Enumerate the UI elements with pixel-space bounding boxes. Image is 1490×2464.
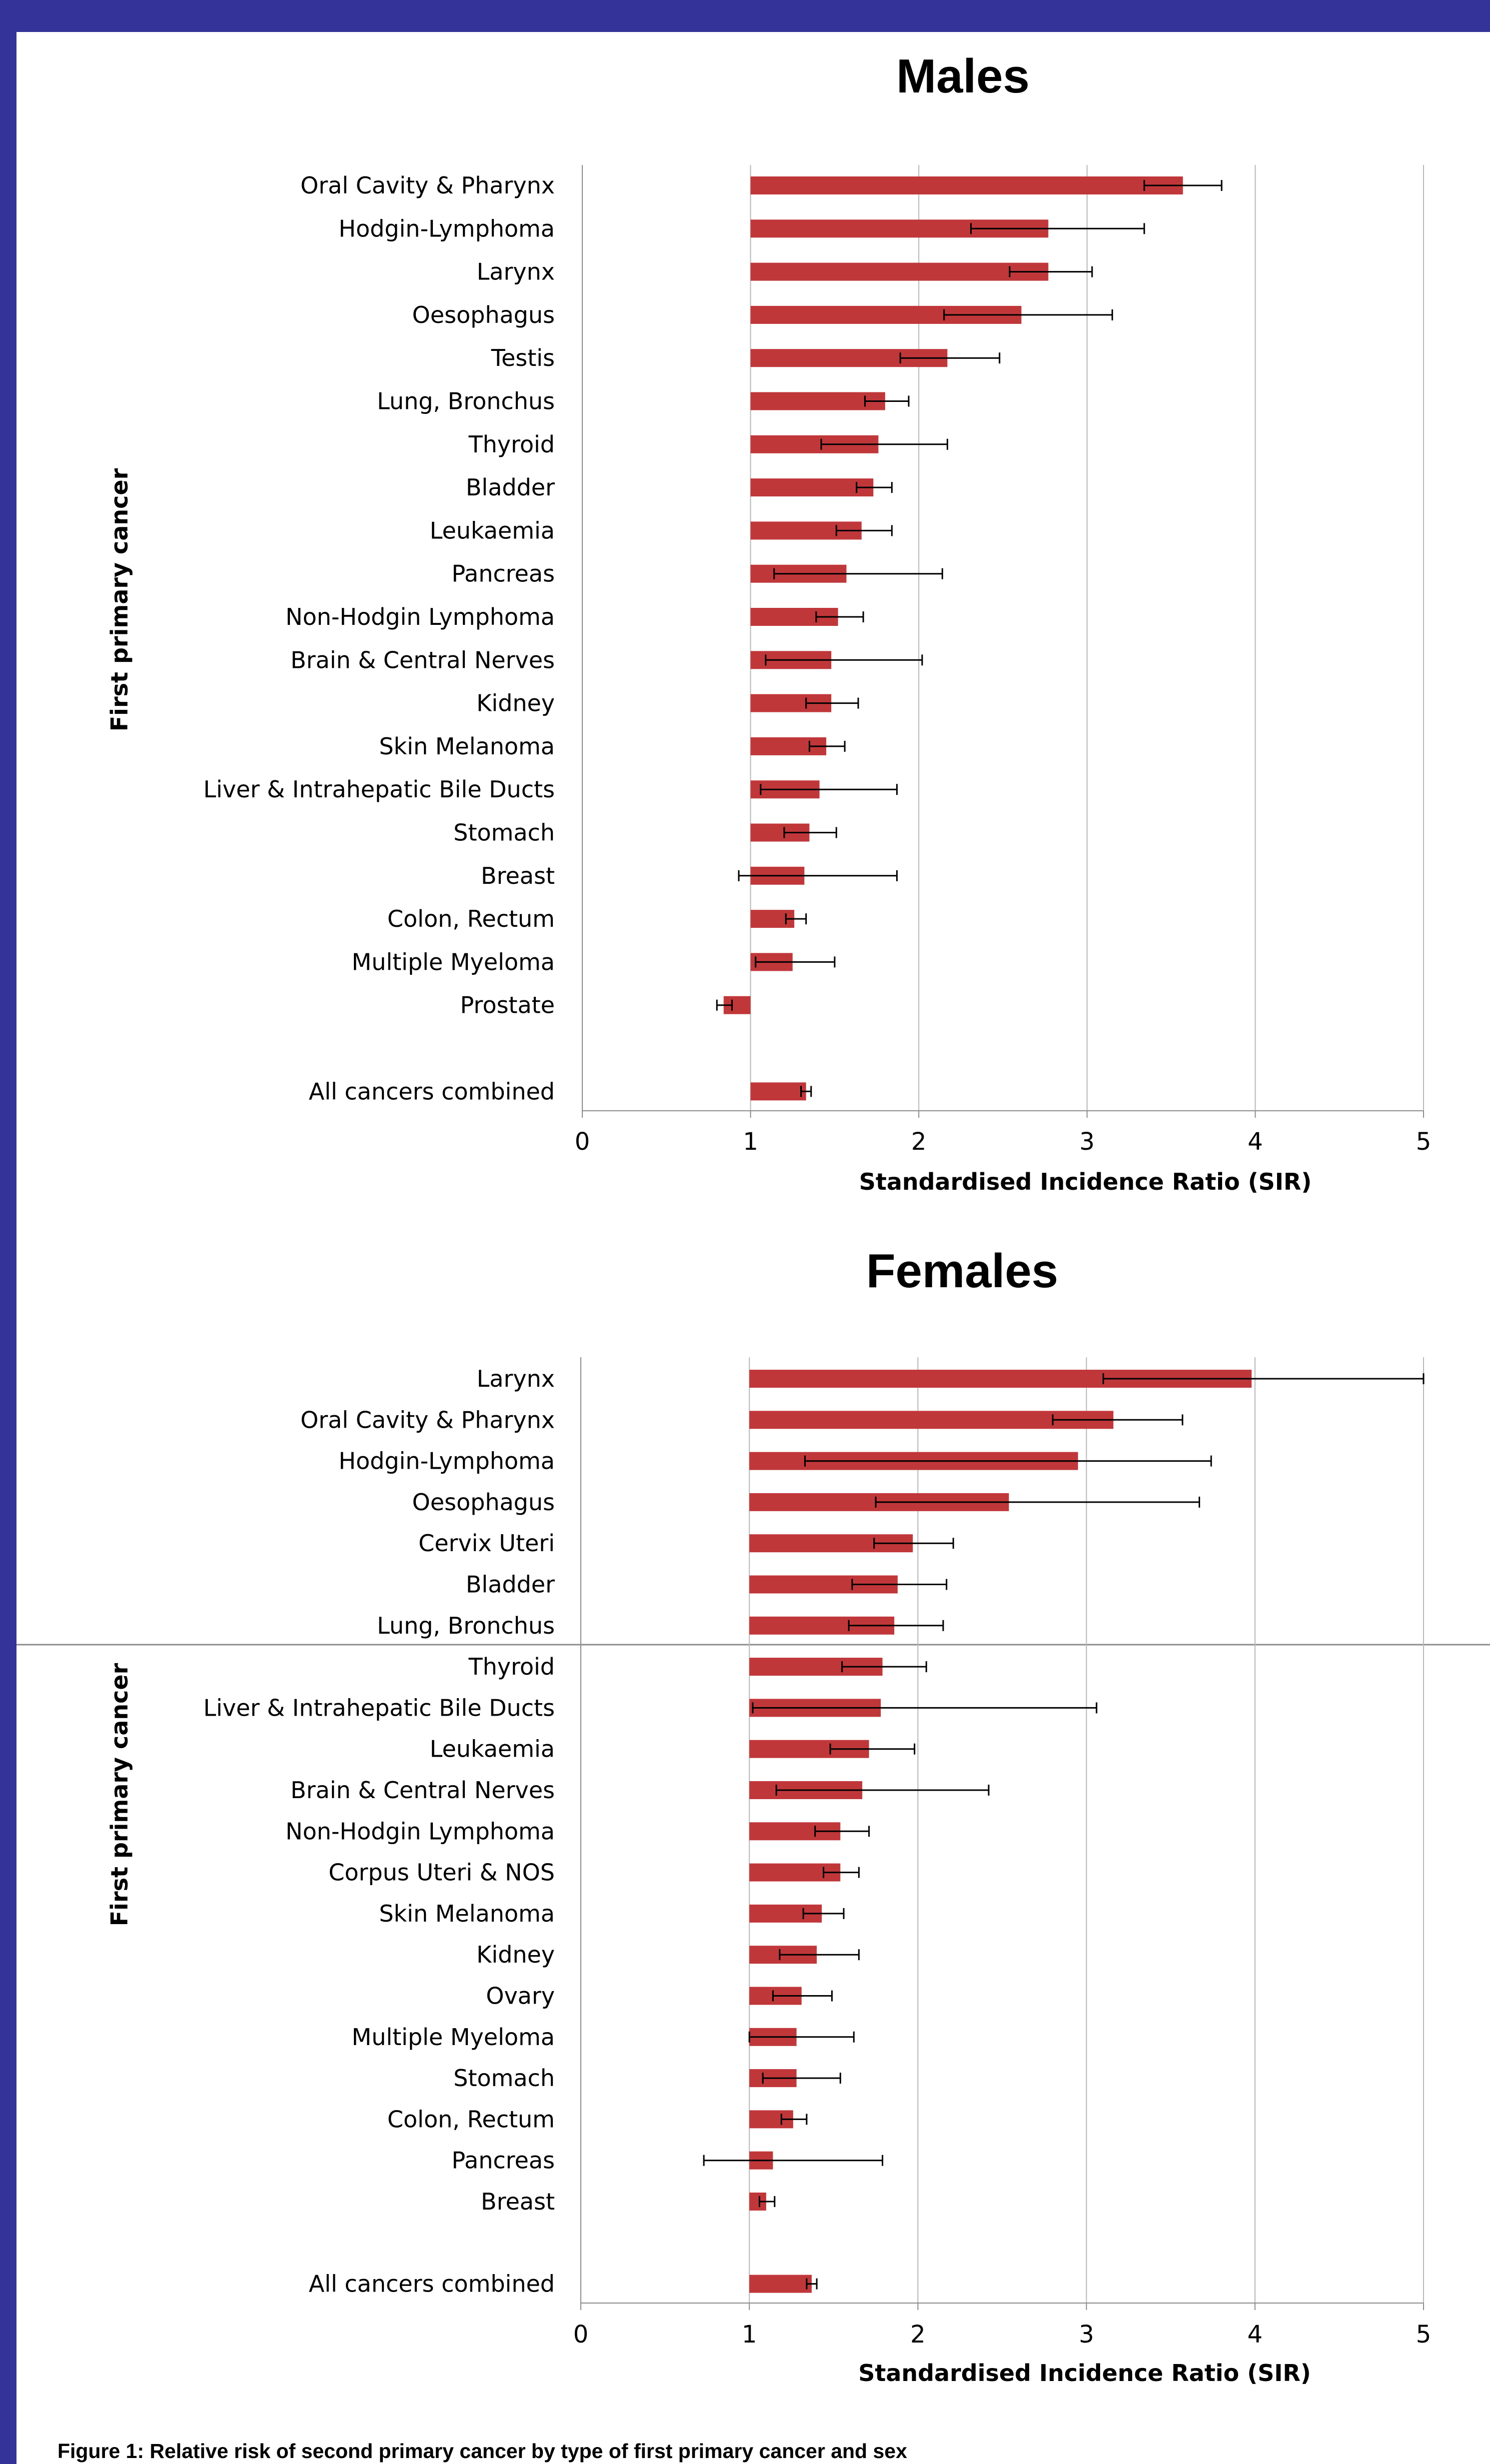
females-category-label: Liver & Intrahepatic Bile Ducts — [203, 1694, 555, 1721]
females-category-label: Larynx — [477, 1365, 555, 1392]
females-bar — [749, 2275, 812, 2293]
females-category-label: Ovary — [486, 1983, 555, 2010]
females-category-label: Lung, Bronchus — [377, 1612, 555, 1639]
females-category-label: Kidney — [476, 1941, 555, 1968]
males-category-label: Brain & Central Nerves — [290, 646, 555, 673]
males-category-label: Larynx — [477, 258, 555, 285]
females-category-label: Colon, Rectum — [387, 2106, 555, 2133]
females-x-tick-label: 3 — [1079, 2321, 1094, 2349]
males-x-tick-label: 2 — [911, 1128, 927, 1156]
females-category-label: Brain & Central Nerves — [290, 1777, 555, 1804]
females-x-tick-label: 0 — [573, 2321, 589, 2349]
males-category-label: Bladder — [466, 474, 555, 501]
females-category-label: Pancreas — [451, 2147, 555, 2174]
females-category-label: Skin Melanoma — [379, 1900, 555, 1927]
females-x-axis-label: Standardised Incidence Ratio (SIR) — [858, 2360, 1311, 2387]
frame-top-border — [0, 0, 1490, 32]
females-category-label: All cancers combined — [309, 2271, 555, 2298]
females-category-label: Corpus Uteri & NOS — [328, 1859, 555, 1886]
males-x-tick-label: 1 — [743, 1128, 758, 1156]
females-x-tick-label: 1 — [742, 2321, 757, 2349]
females-x-tick-label: 4 — [1248, 2321, 1263, 2349]
females-category-label: Leukaemia — [430, 1736, 555, 1763]
males-bar — [750, 478, 874, 497]
females-x-tick-label: 5 — [1416, 2321, 1432, 2349]
males-x-tick-label: 5 — [1416, 1128, 1432, 1156]
males-category-label: Pancreas — [451, 560, 555, 587]
males-y-axis-label: First primary cancer — [106, 468, 133, 731]
females-category-label: Oesophagus — [412, 1489, 555, 1516]
males-category-label: All cancers combined — [309, 1078, 555, 1105]
males-category-label: Kidney — [476, 690, 555, 717]
males-category-label: Lung, Bronchus — [377, 388, 555, 415]
males-x-axis-label: Standardised Incidence Ratio (SIR) — [859, 1168, 1312, 1195]
males-category-label: Testis — [491, 344, 555, 371]
females-category-label: Oral Cavity & Pharynx — [300, 1406, 555, 1433]
males-category-label: Skin Melanoma — [379, 733, 555, 760]
males-category-label: Non-Hodgin Lymphoma — [285, 603, 555, 630]
males-category-label: Prostate — [460, 992, 555, 1019]
males-category-label: Oesophagus — [412, 301, 555, 328]
males-bar — [750, 392, 885, 410]
males-chart-title: Males — [896, 49, 1030, 103]
females-x-tick-label: 2 — [910, 2321, 926, 2349]
females-category-label: Breast — [481, 2188, 555, 2215]
females-category-label: Non-Hodgin Lymphoma — [285, 1818, 555, 1845]
males-x-tick-label: 0 — [575, 1128, 590, 1156]
females-category-label: Multiple Myeloma — [352, 2024, 555, 2051]
males-category-label: Colon, Rectum — [387, 905, 555, 932]
males-category-label: Liver & Intrahepatic Bile Ducts — [203, 776, 555, 803]
males-bar — [750, 1082, 806, 1101]
females-category-label: Cervix Uteri — [418, 1530, 555, 1557]
males-category-label: Oral Cavity & Pharynx — [300, 172, 555, 199]
females-category-label: Thyroid — [468, 1653, 555, 1680]
males-category-label: Hodgin-Lymphoma — [338, 215, 555, 242]
males-category-label: Multiple Myeloma — [352, 948, 555, 975]
frame-left-border — [0, 0, 16, 2464]
figure-caption: Figure 1: Relative risk of second primar… — [57, 2440, 907, 2463]
females-y-axis-label: First primary cancer — [106, 1663, 133, 1926]
males-bar — [750, 262, 1049, 281]
females-chart-title: Females — [866, 1244, 1058, 1298]
males-category-label: Stomach — [453, 819, 555, 846]
males-category-label: Breast — [481, 862, 555, 889]
males-category-label: Thyroid — [468, 431, 555, 458]
females-category-label: Hodgin-Lymphoma — [338, 1448, 555, 1475]
females-category-label: Bladder — [466, 1571, 555, 1598]
males-category-label: Leukaemia — [430, 517, 555, 544]
males-bar — [750, 176, 1183, 194]
males-x-tick-label: 3 — [1080, 1128, 1095, 1156]
females-category-label: Stomach — [453, 2065, 555, 2092]
males-x-tick-label: 4 — [1248, 1128, 1263, 1156]
